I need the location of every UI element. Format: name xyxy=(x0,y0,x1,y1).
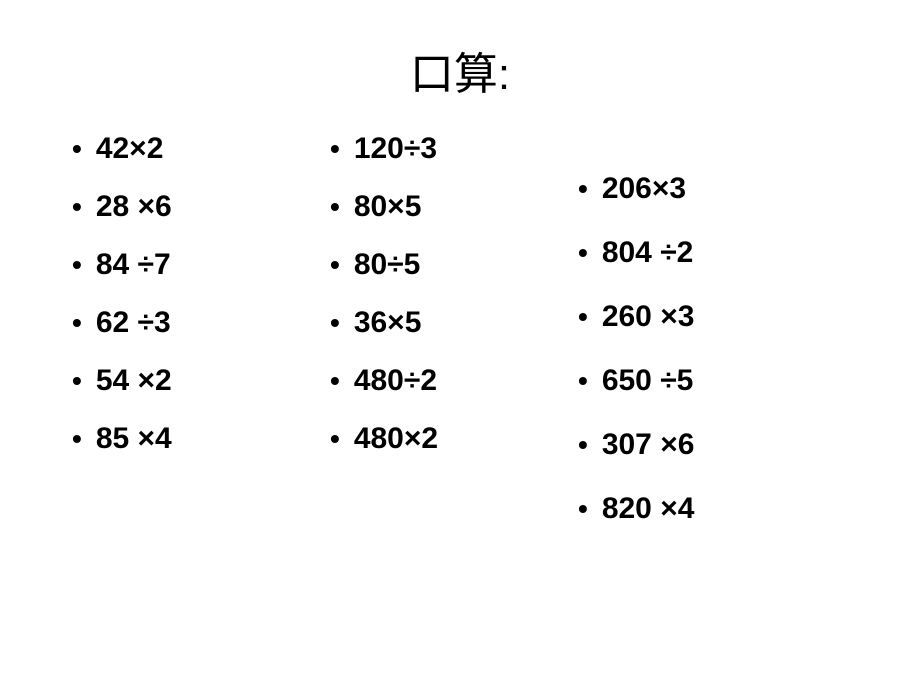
list-item: • 28 ×6 xyxy=(72,190,330,224)
expression: 85 ×4 xyxy=(96,422,172,456)
expression: 804 ÷2 xyxy=(602,236,694,270)
expression: 28 ×6 xyxy=(96,190,172,224)
list-item: • 62 ÷3 xyxy=(72,306,330,340)
list-item: • 42×2 xyxy=(72,132,330,166)
title-text: 口算: xyxy=(410,50,510,99)
expression: 80÷5 xyxy=(354,248,421,282)
bullet-icon: • xyxy=(330,367,340,395)
expression: 820 ×4 xyxy=(602,492,695,526)
bullet-icon: • xyxy=(330,135,340,163)
column-3: • 206×3 • 804 ÷2 • 260 ×3 • 650 ÷5 • 307… xyxy=(578,172,838,556)
expression: 36×5 xyxy=(354,306,422,340)
list-item: • 206×3 xyxy=(578,172,838,206)
expression: 84 ÷7 xyxy=(96,248,171,282)
list-item: • 307 ×6 xyxy=(578,428,838,462)
expression: 307 ×6 xyxy=(602,428,695,462)
expression: 54 ×2 xyxy=(96,364,172,398)
list-item: • 85 ×4 xyxy=(72,422,330,456)
bullet-icon: • xyxy=(578,431,588,459)
bullet-icon: • xyxy=(330,309,340,337)
columns-container: • 42×2 • 28 ×6 • 84 ÷7 • 62 ÷3 • 54 ×2 •… xyxy=(0,132,920,556)
bullet-icon: • xyxy=(72,309,82,337)
expression: 206×3 xyxy=(602,172,686,206)
list-item: • 260 ×3 xyxy=(578,300,838,334)
list-item: • 650 ÷5 xyxy=(578,364,838,398)
page-title: 口算: xyxy=(0,0,920,132)
bullet-icon: • xyxy=(578,239,588,267)
expression: 80×5 xyxy=(354,190,422,224)
column-1: • 42×2 • 28 ×6 • 84 ÷7 • 62 ÷3 • 54 ×2 •… xyxy=(72,132,330,556)
column-2: • 120÷3 • 80×5 • 80÷5 • 36×5 • 480÷2 • 4… xyxy=(330,132,578,556)
list-item: • 80÷5 xyxy=(330,248,578,282)
list-item: • 120÷3 xyxy=(330,132,578,166)
list-item: • 480÷2 xyxy=(330,364,578,398)
bullet-icon: • xyxy=(72,135,82,163)
bullet-icon: • xyxy=(330,425,340,453)
expression: 480×2 xyxy=(354,422,438,456)
list-item: • 480×2 xyxy=(330,422,578,456)
bullet-icon: • xyxy=(72,425,82,453)
expression: 42×2 xyxy=(96,132,164,166)
expression: 120÷3 xyxy=(354,132,437,166)
bullet-icon: • xyxy=(330,193,340,221)
list-item: • 804 ÷2 xyxy=(578,236,838,270)
expression: 260 ×3 xyxy=(602,300,695,334)
list-item: • 84 ÷7 xyxy=(72,248,330,282)
bullet-icon: • xyxy=(578,175,588,203)
bullet-icon: • xyxy=(578,303,588,331)
bullet-icon: • xyxy=(578,367,588,395)
list-item: • 820 ×4 xyxy=(578,492,838,526)
bullet-icon: • xyxy=(330,251,340,279)
list-item: • 36×5 xyxy=(330,306,578,340)
bullet-icon: • xyxy=(72,251,82,279)
expression: 62 ÷3 xyxy=(96,306,171,340)
bullet-icon: • xyxy=(578,495,588,523)
expression: 480÷2 xyxy=(354,364,437,398)
expression: 650 ÷5 xyxy=(602,364,694,398)
list-item: • 54 ×2 xyxy=(72,364,330,398)
list-item: • 80×5 xyxy=(330,190,578,224)
bullet-icon: • xyxy=(72,367,82,395)
bullet-icon: • xyxy=(72,193,82,221)
